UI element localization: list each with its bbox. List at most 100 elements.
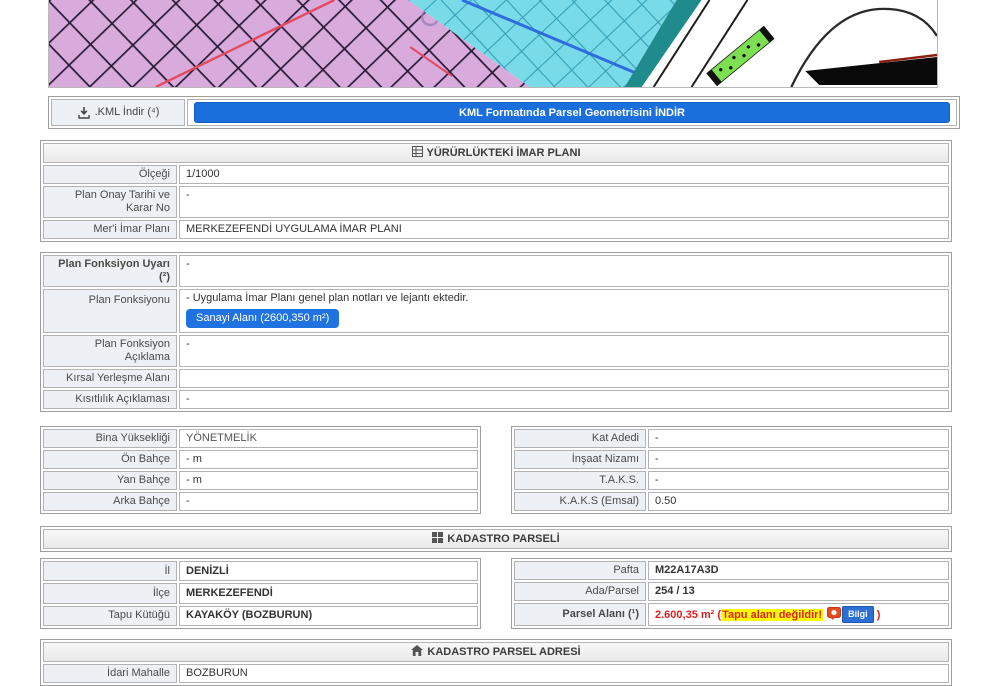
row-label: Arka Bahçe — [43, 492, 177, 511]
table-row: K.A.K.S (Emsal) 0.50 — [514, 492, 949, 511]
download-icon — [77, 106, 90, 119]
row-label: Kırsal Yerleşme Alanı — [43, 369, 177, 388]
plan-fonksiyon-table: Plan Fonksiyon Uyarı (²) - Plan Fonksiyo… — [40, 252, 952, 412]
strip-cap — [706, 69, 722, 86]
table-row: KADASTRO PARSELİ — [43, 529, 949, 549]
tapu-warning: Tapu alanı değildir! — [721, 609, 824, 621]
kadastro-header-table: KADASTRO PARSELİ — [40, 526, 952, 552]
row-value: BOZBURUN — [179, 664, 949, 683]
bilgi-button[interactable]: Bilgi — [842, 606, 874, 623]
imar-plani-table: YÜRÜRLÜKTEKİ İMAR PLANI Ölçeği 1/1000 Pl… — [40, 140, 952, 242]
section-header: YÜRÜRLÜKTEKİ İMAR PLANI — [43, 143, 949, 163]
table-row: Ön Bahçe - m — [43, 450, 478, 469]
row-label: Bina Yüksekliği — [43, 429, 177, 448]
zoning-map-container[interactable] — [48, 0, 938, 88]
map-blue-line — [461, 0, 649, 80]
row-label: Ön Bahçe — [43, 450, 177, 469]
comment-icon[interactable] — [827, 607, 842, 620]
table-row: Plan Fonksiyonu - Uygulama İmar Planı ge… — [43, 289, 949, 333]
kadastro-right-table: Pafta M22A17A3D Ada/Parsel 254 / 13 Pars… — [511, 558, 952, 629]
table-row: Plan Fonksiyon Açıklama - — [43, 335, 949, 367]
row-value: YÖNETMELİK — [179, 429, 478, 448]
row-value: - m — [179, 471, 478, 490]
il-value: DENİZLİ — [186, 564, 229, 577]
row-label: İl — [43, 561, 177, 582]
ada-parsel-value: 254 / 13 — [655, 585, 695, 597]
grid-icon — [432, 532, 444, 543]
kml-label: .KML İndir (⁴) — [94, 106, 160, 118]
table-row: YÜRÜRLÜKTEKİ İMAR PLANI — [43, 143, 949, 163]
table-row: Mer'i İmar Planı MERKEZEFENDİ UYGULAMA İ… — [43, 220, 949, 239]
table-row: T.A.K.S. - — [514, 471, 949, 490]
table-row: Kısıtlılık Açıklaması - — [43, 390, 949, 409]
zoning-map[interactable] — [49, 0, 937, 87]
row-value: KAYAKÖY (BOZBURUN) — [179, 605, 478, 626]
table-icon — [411, 146, 423, 157]
map-red-plan-line — [155, 0, 335, 87]
section-title: KADASTRO PARSELİ — [447, 533, 560, 545]
table-row: İdari Mahalle BOZBURUN — [43, 664, 949, 683]
row-value: - — [648, 429, 949, 448]
row-label: Kısıtlılık Açıklaması — [43, 390, 177, 409]
row-value: DENİZLİ — [179, 561, 478, 582]
table-row: Yan Bahçe - m — [43, 471, 478, 490]
section-title: YÜRÜRLÜKTEKİ İMAR PLANI — [426, 147, 581, 159]
parsel-alani-value: 2.600,35 m² — [655, 609, 715, 621]
adres-table: KADASTRO PARSEL ADRESİ İdari Mahalle BOZ… — [40, 639, 952, 686]
map-red-plan-line — [409, 46, 453, 77]
row-value: - — [179, 186, 949, 218]
sanayi-alani-badge[interactable]: Sanayi Alanı (2600,350 m²) — [186, 309, 340, 328]
row-value: - — [648, 450, 949, 469]
row-label: K.A.K.S (Emsal) — [514, 492, 646, 511]
table-row: Plan Onay Tarihi ve Karar No - — [43, 186, 949, 218]
strip-dot — [756, 43, 761, 47]
kml-button-cell: KML Formatında Parsel Geometrisini İNDİR — [187, 99, 957, 126]
map-cyan-grid — [408, 0, 677, 87]
table-row: İnşaat Nizamı - — [514, 450, 949, 469]
tapu-kutugu-value: KAYAKÖY (BOZBURUN) — [186, 609, 313, 622]
table-row: Tapu Kütüğü KAYAKÖY (BOZBURUN) — [43, 605, 478, 626]
row-value: 254 / 13 — [648, 582, 949, 601]
map-dark-red-line — [878, 53, 937, 64]
row-label: Tapu Kütüğü — [43, 605, 177, 626]
kml-label-cell: .KML İndir (⁴) — [51, 99, 185, 126]
table-row: Ada/Parsel 254 / 13 — [514, 582, 949, 601]
table-row: Pafta M22A17A3D — [514, 561, 949, 580]
kml-download-button[interactable]: KML Formatında Parsel Geometrisini İNDİR — [194, 102, 950, 123]
row-value: - m — [179, 450, 478, 469]
row-value: - — [648, 471, 949, 490]
table-row: .KML İndir (⁴) KML Formatında Parsel Geo… — [51, 99, 957, 126]
table-row: Parsel Alanı (¹) 2.600,35 m² (Tapu alanı… — [514, 603, 949, 626]
kadastro-left-table: İl DENİZLİ İlçe MERKEZEFENDİ Tapu Kütüğü… — [40, 558, 481, 629]
row-label: Pafta — [514, 561, 646, 580]
yapilasma-left-table: Bina Yüksekliği YÖNETMELİK Ön Bahçe - m … — [40, 426, 481, 514]
table-row: Kırsal Yerleşme Alanı — [43, 369, 949, 388]
map-purple-hatch — [49, 0, 530, 87]
section-header: KADASTRO PARSEL ADRESİ — [43, 642, 949, 662]
row-value: - — [179, 390, 949, 409]
row-value: - — [179, 255, 949, 287]
row-value: - — [179, 492, 478, 511]
paren-close: ) — [876, 609, 881, 621]
row-label: Plan Onay Tarihi ve Karar No — [43, 186, 177, 218]
row-label: Mer'i İmar Planı — [43, 220, 177, 239]
row-value: - — [179, 335, 949, 367]
section-header: KADASTRO PARSELİ — [43, 529, 949, 549]
strip-dot — [732, 55, 736, 60]
strip-cap — [759, 26, 775, 43]
ilce-value: MERKEZEFENDİ — [186, 586, 273, 599]
row-label: Ada/Parsel — [514, 582, 646, 601]
map-road-line — [652, 0, 711, 87]
row-value: M22A17A3D — [648, 561, 949, 580]
row-label: Plan Fonksiyon Uyarı (²) — [43, 255, 177, 287]
table-row: Ölçeği 1/1000 — [43, 165, 949, 184]
table-row: Kat Adedi - — [514, 429, 949, 448]
row-value: 1/1000 — [179, 165, 949, 184]
map-road-line — [690, 0, 749, 87]
yapilasma-section: Bina Yüksekliği YÖNETMELİK Ön Bahçe - m … — [40, 426, 952, 514]
row-label: T.A.K.S. — [514, 471, 646, 490]
table-row: İl DENİZLİ — [43, 561, 478, 582]
row-label: Yan Bahçe — [43, 471, 177, 490]
yapilasma-right-table: Kat Adedi - İnşaat Nizamı - T.A.K.S. - K… — [511, 426, 952, 514]
